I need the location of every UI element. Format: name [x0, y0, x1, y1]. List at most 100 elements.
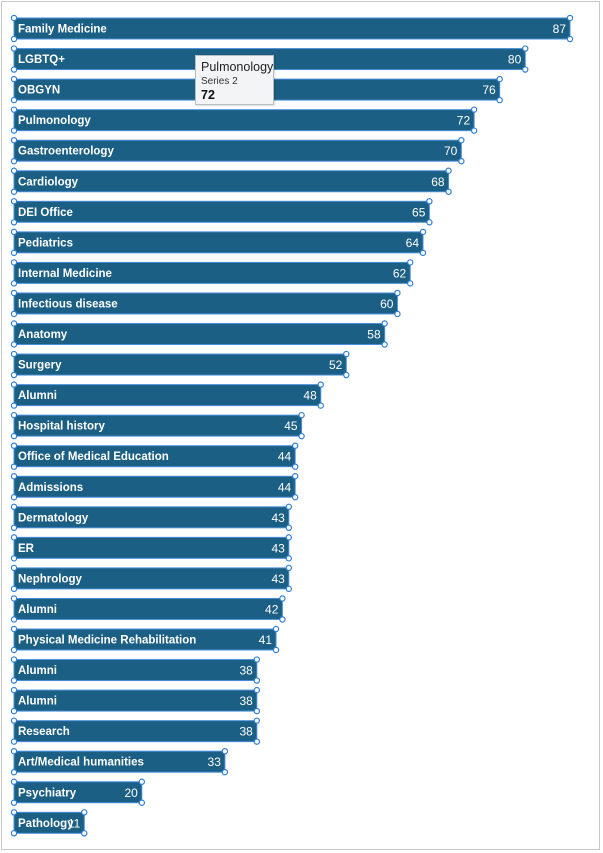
selection-handle[interactable]: [298, 432, 305, 440]
selection-handle[interactable]: [470, 127, 478, 134]
bar[interactable]: [13, 139, 462, 162]
selection-handle[interactable]: [10, 830, 18, 837]
selection-handle[interactable]: [317, 381, 324, 388]
selection-handle[interactable]: [10, 778, 18, 785]
selection-handle[interactable]: [279, 595, 286, 602]
bar[interactable]: [13, 811, 85, 834]
selection-handle[interactable]: [81, 809, 88, 816]
selection-handle[interactable]: [566, 35, 574, 43]
bar-group[interactable]: Anatomy 58: [10, 320, 388, 348]
selection-handle[interactable]: [10, 473, 18, 480]
selection-handle[interactable]: [10, 534, 18, 541]
selection-handle[interactable]: [253, 656, 261, 663]
selection-handle[interactable]: [221, 769, 229, 776]
selection-handle[interactable]: [10, 656, 18, 663]
bar-group[interactable]: DEI Office 65: [10, 198, 433, 226]
bar[interactable]: [13, 170, 450, 193]
selection-handle[interactable]: [10, 585, 18, 593]
selection-handle[interactable]: [10, 127, 18, 134]
selection-handle[interactable]: [10, 259, 18, 266]
selection-handle[interactable]: [279, 616, 286, 623]
bar-group[interactable]: Internal Medicine 62: [10, 259, 414, 287]
selection-handle[interactable]: [10, 381, 18, 388]
selection-handle[interactable]: [291, 494, 299, 501]
selection-handle[interactable]: [496, 96, 503, 104]
selection-handle[interactable]: [253, 717, 261, 724]
selection-handle[interactable]: [221, 748, 229, 755]
bar-group[interactable]: Pulmonology 72: [10, 106, 478, 134]
selection-handle[interactable]: [298, 411, 305, 419]
selection-handle[interactable]: [253, 686, 261, 694]
selection-handle[interactable]: [10, 564, 18, 572]
selection-handle[interactable]: [272, 625, 280, 633]
selection-handle[interactable]: [496, 75, 503, 83]
bar[interactable]: [13, 384, 322, 407]
selection-handle[interactable]: [10, 35, 18, 43]
bar[interactable]: [13, 659, 258, 682]
selection-handle[interactable]: [343, 350, 350, 358]
bar-group[interactable]: Gastroenterology 70: [10, 136, 465, 165]
selection-handle[interactable]: [522, 66, 529, 73]
selection-handle[interactable]: [10, 66, 18, 73]
bar[interactable]: [13, 475, 296, 498]
selection-handle[interactable]: [445, 167, 452, 174]
selection-handle[interactable]: [470, 106, 478, 113]
selection-handle[interactable]: [10, 157, 18, 165]
selection-handle[interactable]: [10, 167, 18, 174]
bar[interactable]: [13, 750, 226, 773]
selection-handle[interactable]: [10, 198, 18, 205]
selection-handle[interactable]: [10, 96, 18, 104]
selection-handle[interactable]: [10, 707, 18, 715]
bar-group[interactable]: Admissions 44: [10, 473, 299, 501]
selection-handle[interactable]: [10, 228, 18, 236]
bar-group[interactable]: Hospital history 45: [10, 411, 305, 440]
bar-group[interactable]: Pediatrics 64: [10, 228, 427, 257]
selection-handle[interactable]: [10, 106, 18, 113]
selection-handle[interactable]: [10, 280, 18, 287]
selection-handle[interactable]: [10, 188, 18, 195]
selection-handle[interactable]: [10, 616, 18, 623]
selection-handle[interactable]: [10, 289, 18, 297]
bar-group[interactable]: Alumni 42: [10, 595, 286, 623]
bar-group[interactable]: Family Medicine 87: [10, 14, 574, 43]
selection-handle[interactable]: [566, 14, 574, 22]
bar[interactable]: [13, 414, 303, 437]
bar-group[interactable]: Cardiology 68: [10, 167, 452, 195]
selection-handle[interactable]: [291, 473, 299, 480]
bar[interactable]: [13, 628, 277, 651]
selection-handle[interactable]: [381, 341, 388, 348]
selection-handle[interactable]: [10, 249, 18, 257]
bar[interactable]: [13, 536, 290, 559]
selection-handle[interactable]: [285, 503, 293, 510]
selection-handle[interactable]: [285, 564, 293, 572]
bar-group[interactable]: Art/Medical humanities 33: [10, 748, 229, 776]
selection-handle[interactable]: [291, 442, 299, 449]
selection-handle[interactable]: [10, 503, 18, 510]
selection-handle[interactable]: [291, 463, 299, 470]
bar-group[interactable]: Nephrology 43: [10, 564, 293, 593]
selection-handle[interactable]: [138, 799, 146, 806]
bar[interactable]: [13, 597, 283, 620]
selection-handle[interactable]: [10, 136, 18, 144]
selection-handle[interactable]: [285, 524, 293, 532]
selection-handle[interactable]: [407, 280, 414, 287]
selection-handle[interactable]: [10, 411, 18, 419]
bar-group[interactable]: Psychiatry 20: [10, 778, 146, 806]
selection-handle[interactable]: [10, 738, 18, 745]
selection-handle[interactable]: [522, 45, 529, 52]
selection-handle[interactable]: [10, 45, 18, 52]
selection-handle[interactable]: [285, 555, 293, 562]
bar[interactable]: [13, 720, 258, 743]
selection-handle[interactable]: [458, 157, 465, 165]
selection-handle[interactable]: [419, 249, 427, 257]
bar[interactable]: [13, 109, 475, 132]
bar-group[interactable]: Surgery 52: [10, 350, 350, 379]
selection-handle[interactable]: [10, 14, 18, 22]
bar[interactable]: [13, 17, 571, 40]
bar[interactable]: [13, 261, 411, 284]
selection-handle[interactable]: [10, 686, 18, 694]
selection-handle[interactable]: [381, 320, 388, 327]
selection-handle[interactable]: [10, 769, 18, 776]
